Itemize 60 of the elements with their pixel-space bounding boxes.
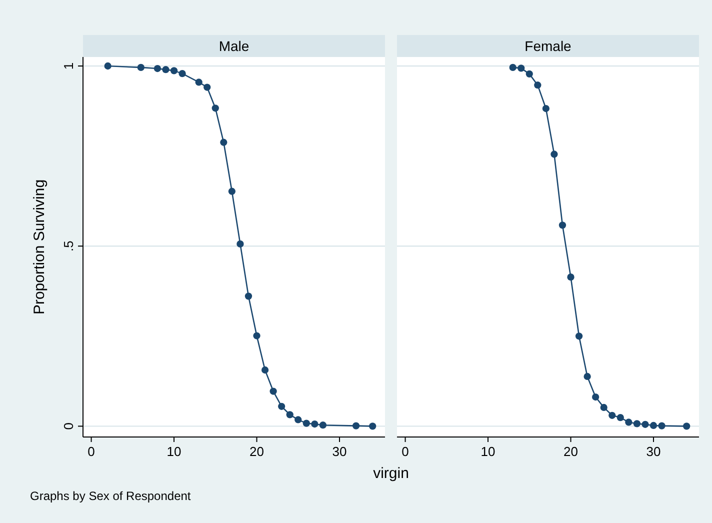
point — [195, 78, 202, 86]
point — [170, 67, 178, 74]
point — [220, 138, 228, 146]
point — [104, 62, 112, 70]
y-tick-label: .5 — [61, 240, 76, 252]
chart-title: Female — [524, 38, 572, 54]
x-axis-title: virgin — [373, 465, 409, 482]
point — [369, 422, 376, 430]
point — [650, 422, 658, 430]
point — [558, 222, 566, 229]
point — [162, 66, 170, 74]
point — [542, 104, 550, 112]
point — [244, 292, 252, 300]
x-tick-label: 30 — [332, 444, 347, 459]
point — [319, 422, 327, 429]
point — [584, 372, 591, 380]
point — [592, 393, 600, 401]
point — [253, 332, 260, 340]
x-tick-label: 0 — [402, 444, 409, 459]
x-tick-label: 20 — [564, 444, 578, 459]
point — [212, 104, 219, 112]
point — [228, 188, 236, 195]
point — [294, 416, 302, 424]
point — [518, 64, 525, 72]
point — [567, 274, 574, 281]
point — [154, 64, 162, 72]
point — [509, 64, 516, 72]
point — [575, 332, 583, 340]
point — [625, 418, 632, 426]
point — [302, 420, 310, 427]
point — [352, 422, 360, 430]
y-tick-label: 1 — [61, 62, 76, 70]
x-tick-label: 10 — [480, 444, 496, 459]
y-tick-label: 0 — [61, 422, 76, 430]
text: Graphs by Sex of Respondent — [30, 489, 192, 503]
y-axis-title: Proportion Surviving — [31, 179, 48, 315]
chart-title: Male — [218, 38, 250, 54]
point — [600, 404, 608, 412]
point — [534, 82, 542, 89]
point — [683, 422, 690, 430]
point — [642, 420, 649, 428]
x-tick-label: 20 — [250, 444, 264, 459]
point — [608, 412, 616, 419]
point — [550, 150, 558, 158]
point — [261, 366, 269, 374]
point — [236, 240, 244, 248]
point — [526, 70, 533, 78]
point — [204, 84, 211, 91]
point — [278, 402, 286, 410]
point — [658, 422, 666, 430]
point — [311, 420, 318, 428]
point — [633, 420, 641, 428]
point — [178, 70, 186, 78]
point — [137, 64, 144, 72]
point — [616, 414, 624, 422]
point — [270, 388, 277, 395]
point — [286, 411, 294, 418]
x-tick-label: 30 — [646, 444, 661, 459]
x-tick-label: 0 — [88, 444, 95, 459]
x-tick-label: 10 — [166, 444, 182, 459]
